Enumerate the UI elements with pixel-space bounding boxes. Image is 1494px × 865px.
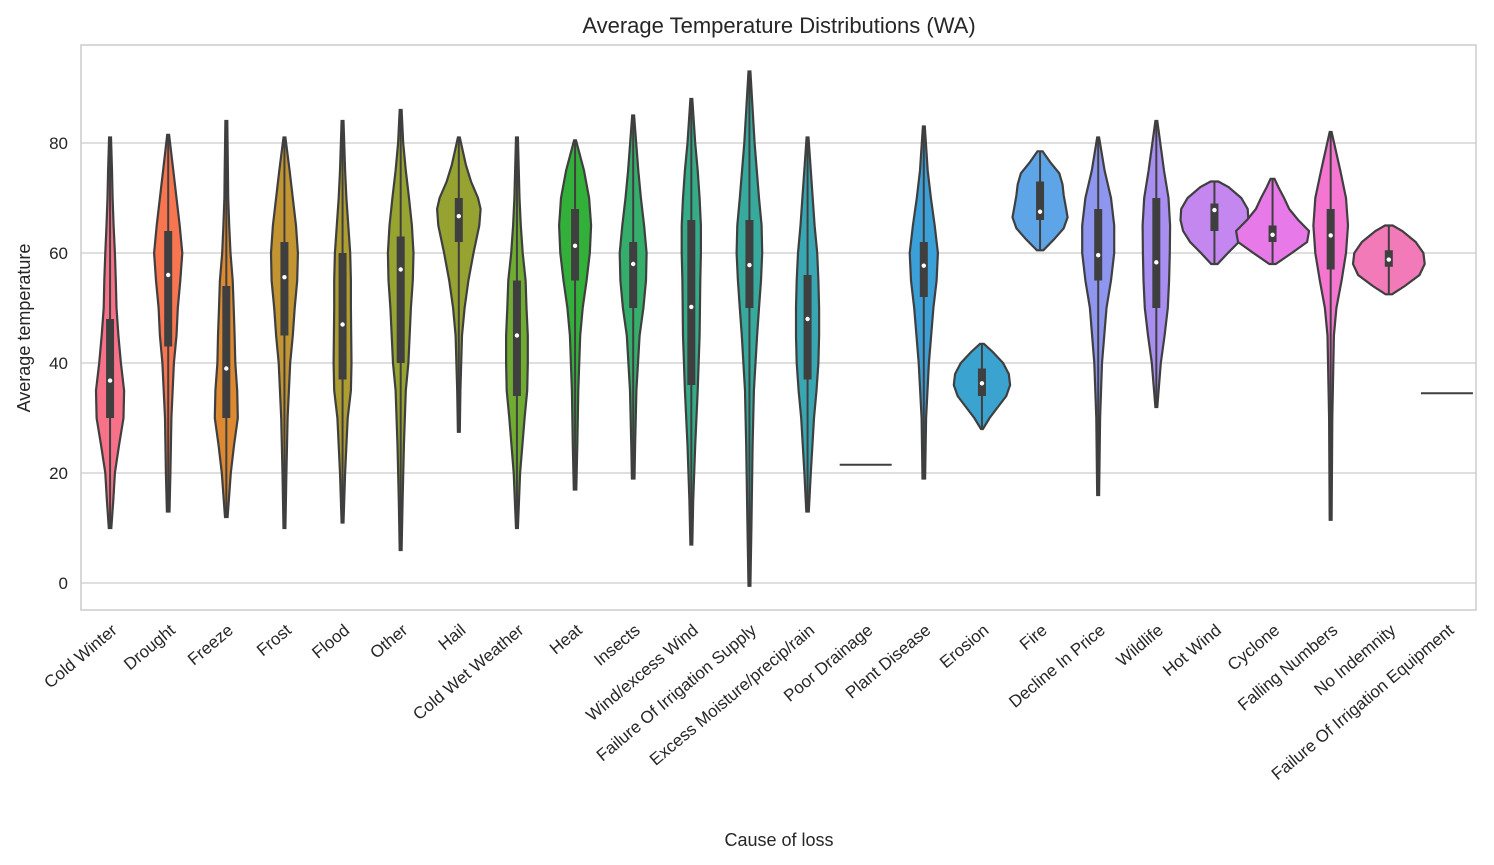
violin-median <box>398 267 403 272</box>
violin-iqr-box <box>1094 209 1103 281</box>
x-tick-other: Other <box>366 620 411 662</box>
y-tick-labels: 0 20 40 60 80 <box>49 134 68 593</box>
violin-median <box>107 378 113 383</box>
violin-iqr-box <box>222 286 231 418</box>
y-tick-80: 80 <box>49 134 68 153</box>
y-tick-60: 60 <box>49 244 68 263</box>
y-tick-0: 0 <box>59 574 68 593</box>
violin-median <box>689 304 694 310</box>
violin-decline-in-price <box>1081 136 1116 497</box>
violin-cold-wet-weather <box>505 136 529 530</box>
violin-flood <box>332 119 353 524</box>
violin-iqr-box <box>396 236 405 363</box>
violins <box>94 70 1473 587</box>
x-tick-heat: Heat <box>546 620 586 658</box>
violin-median <box>805 316 810 322</box>
x-tick-cold-winter: Cold Winter <box>40 620 120 692</box>
violin-insects <box>618 114 648 480</box>
violin-iqr-box <box>1036 181 1045 220</box>
violin-cold-winter <box>94 136 126 530</box>
x-axis-label: Cause of loss <box>724 830 833 850</box>
violin-median <box>224 366 229 371</box>
violin-no-indemnity <box>1351 224 1426 296</box>
chart-title: Average Temperature Distributions (WA) <box>582 13 975 38</box>
x-tick-erosion: Erosion <box>936 621 992 673</box>
violin-wind-excess-wind <box>680 97 702 546</box>
x-tick-hot-wind: Hot Wind <box>1159 621 1225 680</box>
y-axis-label: Average temperature <box>14 244 34 413</box>
x-tick-labels: Cold Winter Drought Freeze Frost Flood Other H… <box>40 620 1457 784</box>
violin-median <box>165 272 171 278</box>
x-tick-wildlife: Wildlife <box>1113 621 1167 671</box>
violin-falling-numbers <box>1312 130 1350 521</box>
x-tick-insects: Insects <box>590 621 643 670</box>
violin-fire <box>1011 150 1069 252</box>
violin-iqr-box <box>687 220 696 385</box>
violin-erosion <box>952 342 1012 431</box>
violin-iqr-box <box>164 231 173 347</box>
violin-median <box>1328 233 1333 238</box>
violin-failure-of-irrigation-supply <box>735 70 764 587</box>
violin-median <box>514 333 520 338</box>
violin-other <box>386 108 415 552</box>
violin-iqr-box <box>803 275 812 380</box>
violin-excess-moisture-precip-rain <box>794 136 821 513</box>
violin-hail <box>435 136 482 433</box>
violin-median <box>282 275 287 280</box>
x-tick-freeze: Freeze <box>184 621 237 670</box>
violin-median <box>1095 253 1101 258</box>
violin-iqr-box <box>338 253 347 380</box>
violin-heat <box>557 139 593 491</box>
violin-median <box>456 213 462 219</box>
violin-iqr-box <box>280 242 289 336</box>
violin-median <box>747 262 752 268</box>
violin-iqr-box <box>1152 198 1161 308</box>
x-tick-cold-wet-weather: Cold Wet Weather <box>409 620 527 724</box>
violin-iqr-box <box>629 242 638 308</box>
violin-median <box>979 381 985 386</box>
violin-iqr-box <box>1326 209 1335 270</box>
violin-wildlife <box>1141 119 1172 409</box>
x-tick-fire: Fire <box>1016 621 1051 654</box>
violin-median <box>572 243 578 249</box>
violin-median <box>340 322 345 327</box>
x-tick-flood: Flood <box>308 621 353 663</box>
violin-iqr-box <box>512 280 521 396</box>
plot-frame <box>80 44 1477 611</box>
violin-freeze <box>213 119 239 519</box>
violin-drought <box>152 133 184 513</box>
violin-median <box>921 263 927 268</box>
violin-iqr-box <box>1210 203 1219 231</box>
violin-median <box>1386 257 1392 262</box>
violin-plant-disease <box>908 125 940 480</box>
x-tick-frost: Frost <box>253 620 295 660</box>
violin-iqr-box <box>106 319 115 418</box>
violin-iqr-box <box>919 242 928 297</box>
violin-median <box>1037 209 1043 214</box>
y-tick-40: 40 <box>49 354 68 373</box>
violin-median <box>1212 207 1217 213</box>
violin-median <box>1154 260 1159 265</box>
x-tick-falling-numbers: Falling Numbers <box>1234 621 1341 715</box>
x-tick-hail: Hail <box>435 621 470 654</box>
x-tick-drought: Drought <box>120 620 179 674</box>
y-gridlines <box>81 142 1476 584</box>
y-tick-20: 20 <box>49 464 68 483</box>
violin-iqr-box <box>454 198 463 242</box>
violin-median <box>1270 232 1275 238</box>
violin-hot-wind <box>1179 180 1250 266</box>
violin-median <box>630 261 636 267</box>
violin-frost <box>269 136 300 530</box>
violin-cyclone <box>1234 177 1311 266</box>
